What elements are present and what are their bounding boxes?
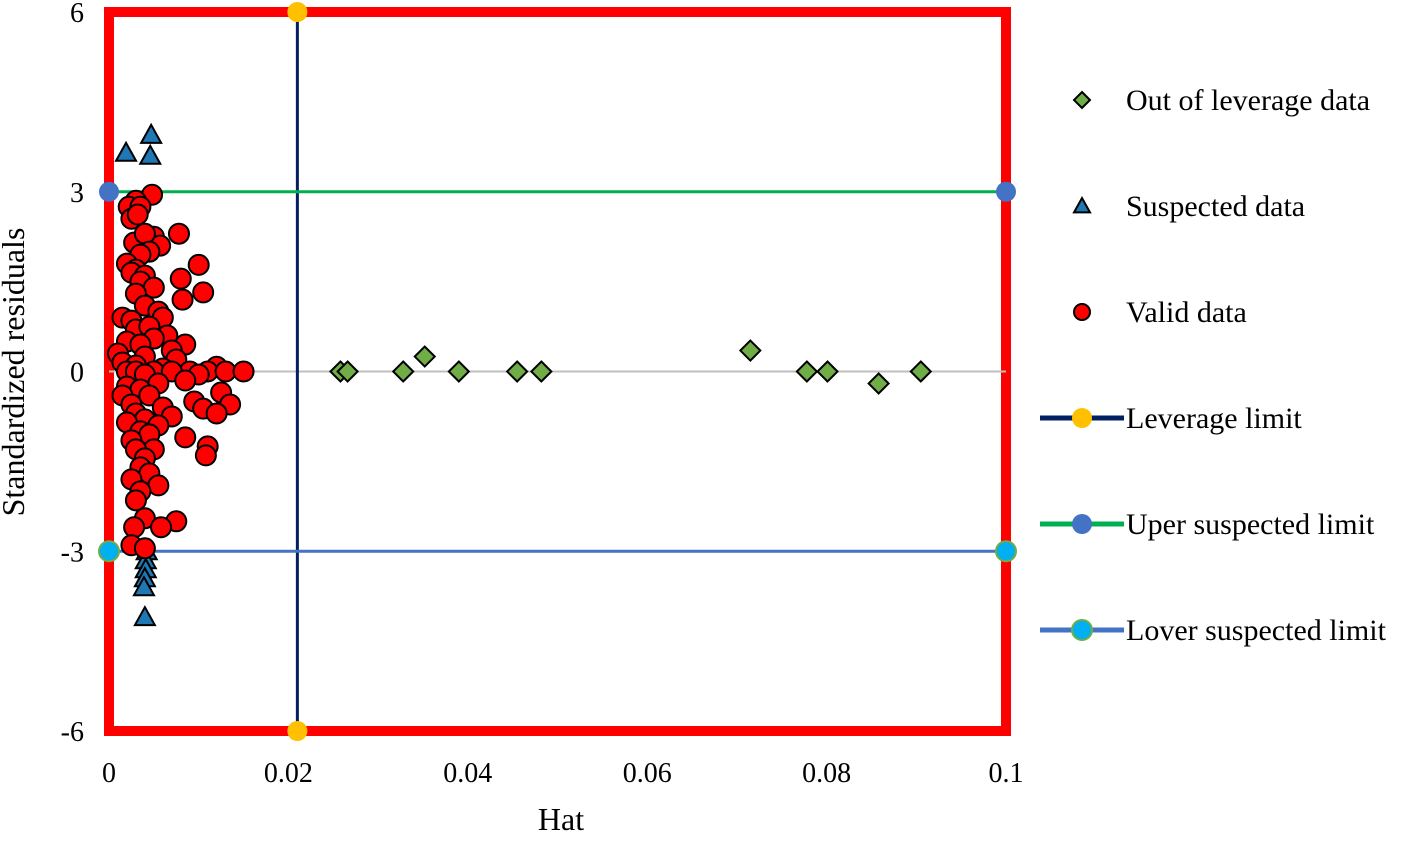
point-1-0 [114,140,138,162]
x-tick-label: 0.06 [623,758,672,789]
limit-endpoint-3-0 [287,2,308,22]
point-2-10 [133,222,156,245]
y-tick-label: -3 [61,537,84,568]
legend-marker [1072,408,1092,428]
point-0-9 [816,360,839,383]
x-tick-label: 0.04 [443,758,492,789]
legend-item: Out of leverage data [1072,84,1370,117]
point-1-8 [133,605,157,627]
y-tick-label: 6 [70,0,84,29]
legend-item: Uper suspected limit [1040,508,1375,541]
limit-endpoint-4-0 [99,181,119,202]
legend-item: Lover suspected limit [1040,614,1387,647]
point-0-6 [529,360,553,383]
point-2-6 [167,222,190,245]
x-tick-label: 0.1 [989,758,1024,789]
legend-marker [1072,514,1092,534]
x-tick-label: 0.02 [264,758,313,789]
legend-label: Valid data [1126,296,1247,329]
legend: Out of leverage data Suspected data Valid … [1040,84,1387,647]
point-0-7 [738,339,762,362]
limit-endpoints [98,2,1017,741]
point-0-3 [413,345,437,368]
point-2-89 [150,516,173,539]
point-0-8 [795,360,819,383]
legend-label: Out of leverage data [1126,84,1370,117]
limit-lines [109,12,1006,731]
legend-marker [1071,619,1093,641]
point-0-10 [867,372,891,395]
x-tick-label: 0 [102,758,116,789]
legend-label: Suspected data [1126,190,1305,223]
point-2-5 [126,203,149,226]
legend-label: Leverage limit [1126,402,1302,435]
point-2-47 [232,360,255,383]
legend-item: Valid data [1073,296,1247,329]
point-1-2 [138,143,162,165]
limit-endpoint-5-1 [995,540,1017,563]
legend-marker [1072,195,1092,214]
tick-labels: 0 0.02 0.04 0.06 0.08 0.1 6 3 0 -3 -6 [61,0,1024,789]
x-axis-title: Hat [538,801,584,836]
limit-endpoint-3-1 [287,721,308,741]
point-2-21 [192,281,215,304]
point-1-7 [132,575,156,597]
legend-marker [1073,303,1091,321]
legend-item: Suspected data [1072,190,1305,223]
data-points [106,122,933,627]
y-tick-label: -6 [61,717,84,748]
point-2-13 [187,253,210,276]
point-0-2 [391,360,415,383]
point-0-4 [447,360,471,383]
point-1-1 [139,122,163,144]
point-0-11 [909,360,933,383]
y-tick-label: 0 [70,358,84,389]
point-2-67 [205,402,228,425]
legend-label: Lover suspected limit [1126,614,1387,647]
point-2-90 [123,516,146,539]
point-2-54 [174,369,197,392]
limit-endpoint-5-0 [98,540,120,563]
y-axis-title: Standardized residuals [0,228,31,517]
point-2-22 [171,288,194,311]
legend-marker [1072,90,1092,110]
point-2-79 [194,444,217,467]
point-2-86 [124,489,147,512]
point-2-17 [169,267,192,290]
point-0-5 [505,360,529,383]
legend-item: Leverage limit [1040,402,1302,435]
point-0-1 [336,360,360,383]
point-2-92 [133,537,156,560]
x-tick-label: 0.08 [802,758,851,789]
y-tick-label: 3 [70,178,84,209]
limit-endpoint-4-1 [996,181,1016,202]
legend-label: Uper suspected limit [1126,508,1375,541]
point-2-74 [174,426,197,449]
